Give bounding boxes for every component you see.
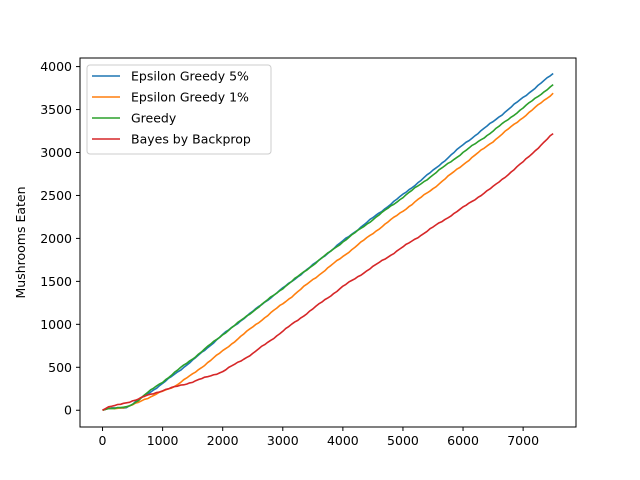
x-tick-label: 5000 (387, 433, 419, 448)
x-tick-label: 2000 (207, 433, 239, 448)
x-tick-label: 6000 (447, 433, 479, 448)
x-tick-label: 7000 (507, 433, 539, 448)
legend: Epsilon Greedy 5% Epsilon Greedy 1% Greedy… (86, 64, 272, 155)
x-axis: 0 1000 2000 3000 4000 5000 6000 7000 (99, 427, 539, 448)
x-tick-label: 1000 (147, 433, 179, 448)
y-tick-label: 500 (48, 360, 72, 375)
series-line-4 (102, 132, 554, 411)
legend-label: Epsilon Greedy 1% (131, 90, 249, 105)
x-tick-label: 4000 (327, 433, 359, 448)
y-tick-label: 1500 (40, 274, 72, 289)
series-line-2 (102, 92, 554, 412)
plot-frame (79, 57, 577, 428)
y-tick-label: 3500 (40, 102, 72, 117)
y-tick-label: 2000 (40, 231, 72, 246)
y-tick-label: 2500 (40, 188, 72, 203)
y-tick-label: 3000 (40, 145, 72, 160)
legend-label: Bayes by Backprop (131, 132, 251, 147)
legend-label: Greedy (131, 111, 177, 126)
x-tick-label: 0 (99, 433, 107, 448)
plot-lines (102, 72, 554, 412)
y-tick-label: 4000 (40, 59, 72, 74)
legend-label: Epsilon Greedy 5% (131, 69, 249, 84)
y-axis: 0 500 1000 1500 2000 2500 3000 3500 4000 (40, 59, 80, 418)
legend-box (86, 64, 272, 155)
y-tick-label: 1000 (40, 317, 72, 332)
x-tick-label: 3000 (267, 433, 299, 448)
y-axis-label: Mushrooms Eaten (13, 186, 28, 298)
y-tick-label: 0 (64, 403, 72, 418)
series-line-3 (102, 84, 554, 412)
